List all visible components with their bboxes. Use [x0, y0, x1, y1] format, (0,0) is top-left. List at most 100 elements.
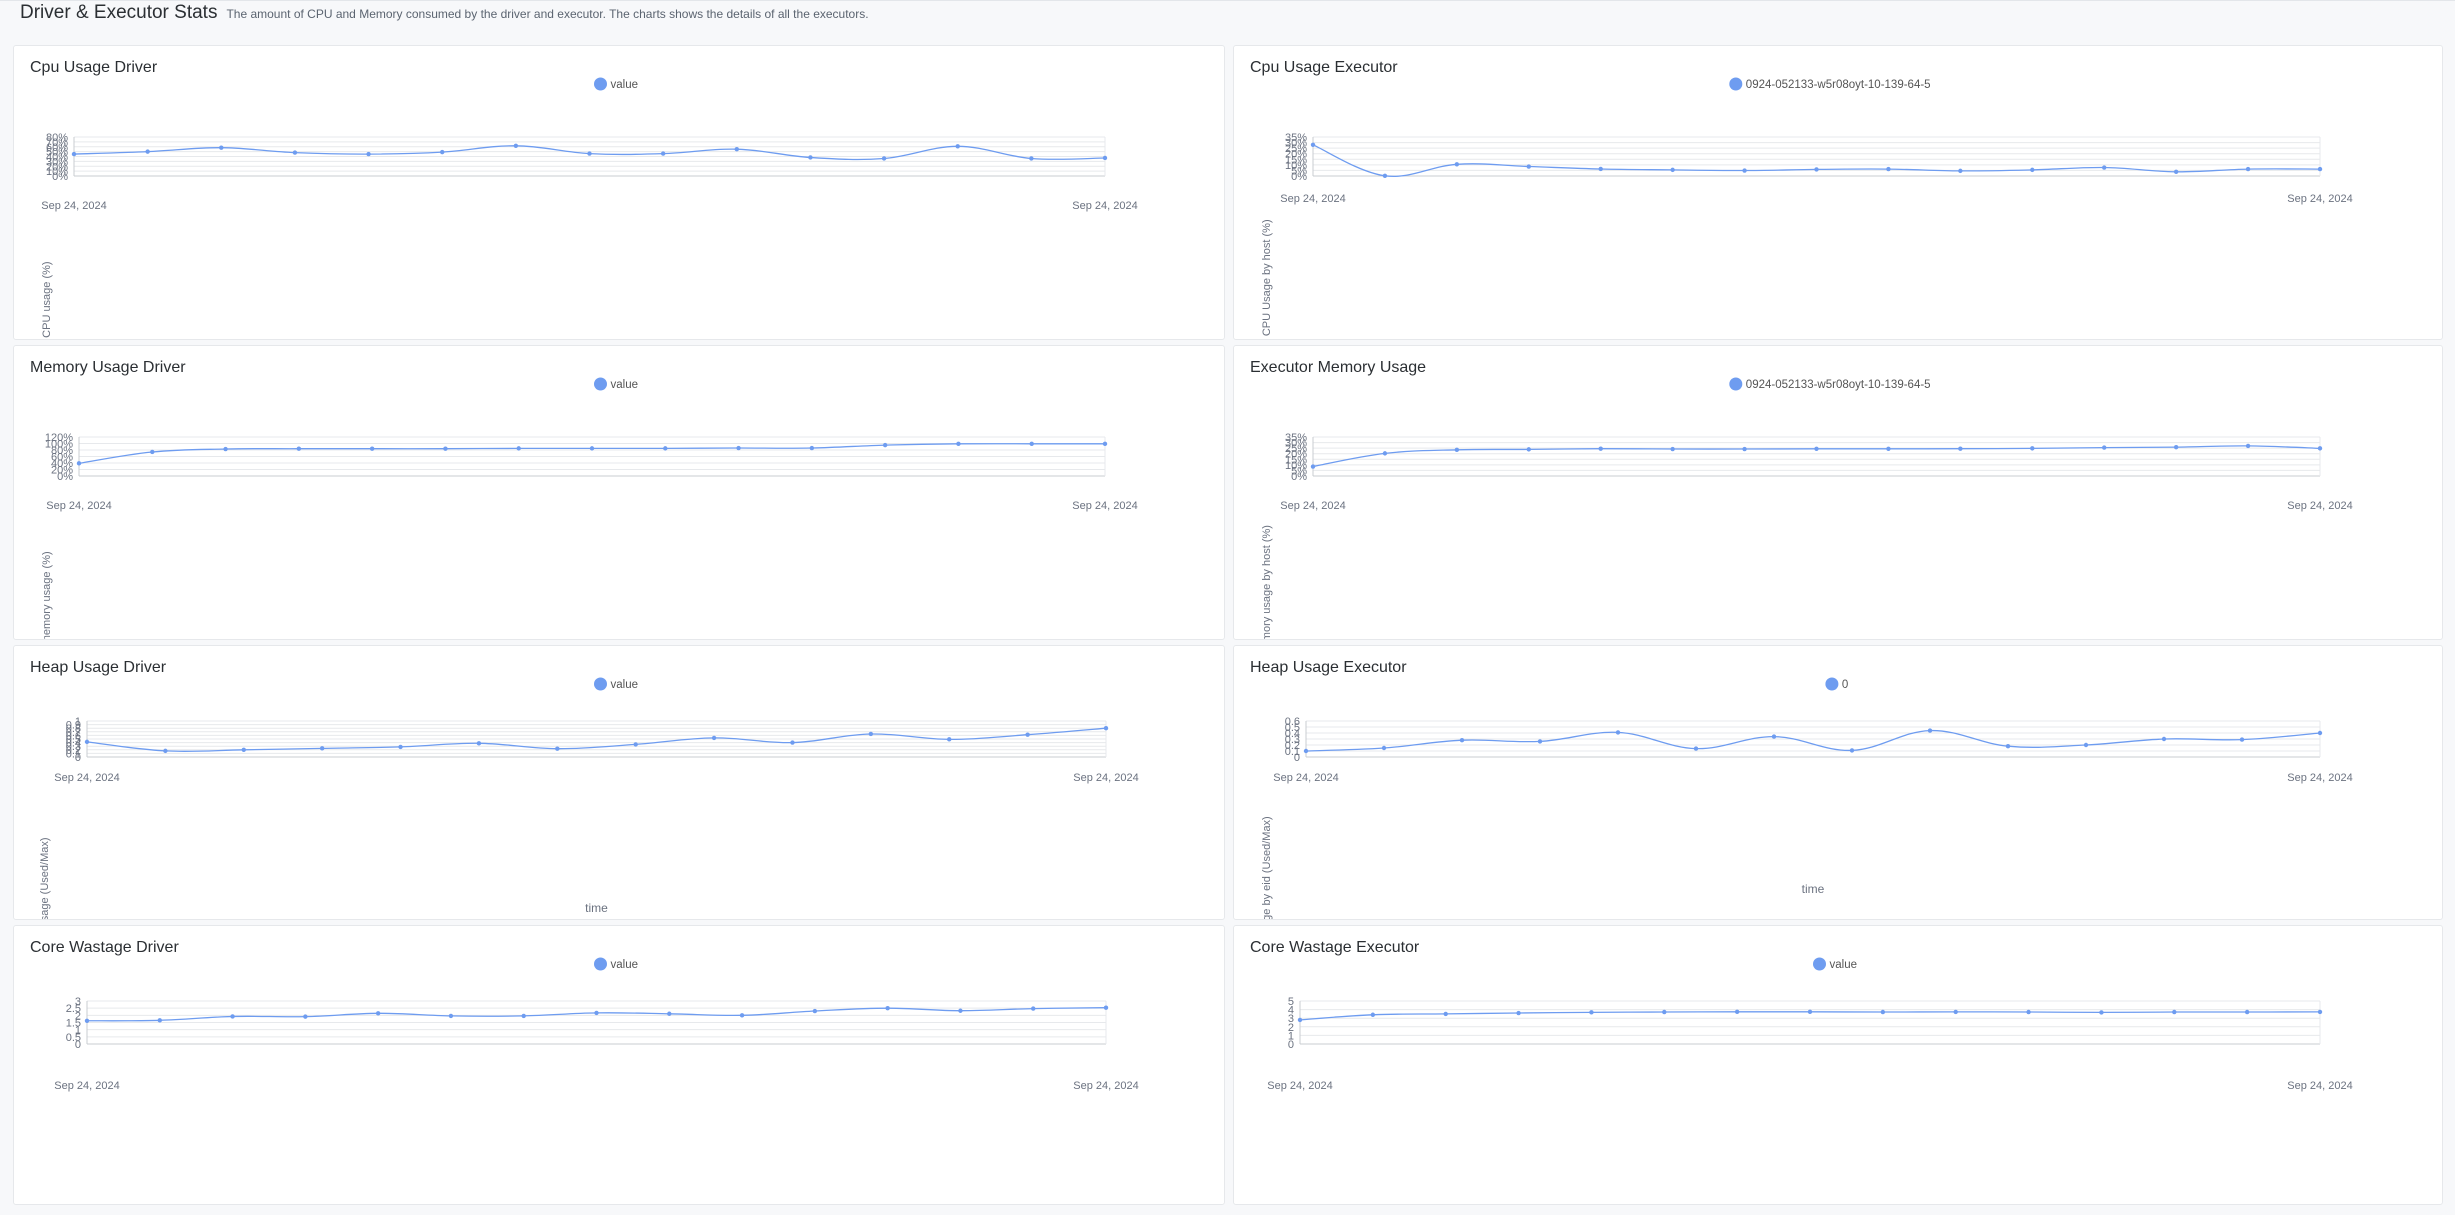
chart-card-memory-driver: Memory Usage Driver value 0% 20% 40% 60% 80% 1… [13, 345, 1225, 640]
legend-marker-icon [594, 957, 607, 971]
y-tick-label: 0% [1291, 171, 1307, 183]
y-tick-label: 0.2 [66, 745, 81, 757]
data-point [1526, 447, 1531, 452]
data-point [2317, 446, 2323, 451]
x-tick-label-start: Sep 24, 2024 [54, 1080, 119, 1092]
data-point [1454, 162, 1460, 167]
data-point [663, 446, 668, 451]
data-point [398, 744, 403, 750]
data-point [1031, 1006, 1036, 1011]
y-tick-label: 0.5 [66, 734, 81, 746]
data-point [2244, 1009, 2250, 1015]
chart-card-heap-driver: Heap Usage Driver value 0 0.1 0.2 0.3 0.4 0.5 0… [13, 645, 1225, 920]
data-point [1537, 739, 1543, 744]
chart-legend: value [594, 957, 639, 971]
data-point [1771, 734, 1777, 739]
data-point [2161, 736, 2167, 742]
data-point [1103, 726, 1109, 731]
data-point [296, 446, 302, 451]
y-tick-label: 0.7 [66, 727, 81, 739]
data-point [2239, 737, 2245, 742]
y-tick-label: 2.5 [66, 1003, 81, 1015]
y-tick-label: 15% [1285, 454, 1307, 466]
data-point [587, 151, 592, 156]
y-tick-label: 0% [57, 471, 73, 483]
x-axis-title: time [1802, 882, 1825, 896]
data-point [882, 442, 888, 448]
data-point [1662, 1009, 1667, 1015]
legend-label: value [611, 79, 639, 91]
data-point [145, 149, 150, 154]
y-tick-label: 0 [75, 1039, 81, 1051]
data-point [881, 156, 887, 161]
data-point [157, 1018, 162, 1023]
chart-card-memory-executor: Executor Memory Usage 0924-052133-w5r08o… [1233, 345, 2443, 640]
data-point [513, 143, 519, 148]
chart-card-cpu-executor: Cpu Usage Executor 0924-052133-w5r08oyt-… [1233, 45, 2443, 340]
y-tick-label: 10% [1285, 460, 1307, 472]
y-tick-label: 35% [1285, 432, 1307, 444]
y-tick-label: 1 [75, 716, 81, 728]
chart-title: Cpu Usage Driver [30, 59, 158, 76]
data-point [1814, 167, 1819, 172]
chart-legend: value [594, 677, 638, 691]
y-tick-label: 30% [1285, 438, 1307, 450]
y-axis-title: Drive CPU usage (%) [41, 261, 53, 339]
x-tick-label-end: Sep 24, 2024 [2287, 500, 2352, 512]
page-title: Driver & Executor Stats [20, 2, 218, 23]
legend-marker-icon [1729, 77, 1743, 91]
y-tick-label: 80% [46, 132, 68, 144]
series-line [86, 727, 1107, 753]
data-point [885, 1005, 890, 1011]
data-point [2317, 166, 2323, 172]
y-tick-label: 0.1 [66, 748, 81, 760]
chart-legend: 0924-052133-w5r08oyt-10-139-64-5 [1729, 377, 1931, 391]
y-axis-title: Heap Usage by eid (Used/Max) [1261, 816, 1273, 919]
y-tick-label: 50% [46, 147, 68, 159]
y-tick-label: 0.3 [1285, 734, 1300, 746]
legend-label: value [1830, 959, 1858, 971]
y-tick-label: 3 [75, 996, 81, 1008]
legend-marker-icon [594, 377, 607, 391]
chart-title: Heap Usage Executor [1250, 659, 1407, 676]
data-point [736, 445, 741, 451]
legend-label: 0 [1842, 679, 1848, 691]
chart-legend: value [594, 77, 639, 91]
data-point [2102, 445, 2107, 450]
y-tick-label: 5% [1291, 165, 1307, 177]
page-header: Driver & Executor Stats The amount of CP… [20, 2, 869, 26]
y-tick-label: 20% [1285, 449, 1307, 461]
data-point [2245, 166, 2251, 172]
y-tick-label: 40% [46, 152, 68, 164]
data-point [734, 146, 739, 152]
data-point [1880, 1009, 1886, 1015]
legend-marker-icon [1825, 677, 1839, 691]
chart-svg: value 00.10.20.30.40.50.60.70.80.91 Sep 24… [39, 677, 1139, 919]
data-point [369, 446, 375, 451]
chart-title: Executor Memory Usage [1250, 359, 1427, 376]
data-point [1742, 168, 1747, 173]
y-tick-label: 20% [1285, 149, 1307, 161]
data-point [812, 1008, 818, 1014]
y-tick-label: 25% [1285, 143, 1307, 155]
legend-label: value [611, 959, 639, 971]
data-point [555, 746, 560, 751]
data-point [2030, 446, 2035, 451]
data-point [1029, 441, 1034, 447]
data-point [163, 748, 168, 754]
data-point [303, 1014, 308, 1019]
data-point [1598, 166, 1603, 172]
y-tick-label: 120% [45, 432, 73, 444]
y-tick-label: 2 [1288, 1022, 1294, 1034]
data-point [2005, 744, 2011, 749]
data-point [1381, 745, 1387, 751]
series-line [1312, 144, 2321, 178]
chart-svg: 0924-052133-w5r08oyt-10-139-64-5 0%5%10%1… [1261, 377, 2353, 639]
chart-title: Core Wastage Executor [1250, 939, 1420, 956]
y-tick-label: 25% [1285, 443, 1307, 455]
chart-svg: value 0%10%20%30%40%50%60%70%80% Sep 24, 2… [41, 77, 1138, 339]
y-tick-label: 5% [1291, 465, 1307, 477]
data-point [1454, 447, 1460, 453]
x-tick-label-start: Sep 24, 2024 [54, 772, 119, 784]
y-tick-label: 60% [46, 142, 68, 154]
